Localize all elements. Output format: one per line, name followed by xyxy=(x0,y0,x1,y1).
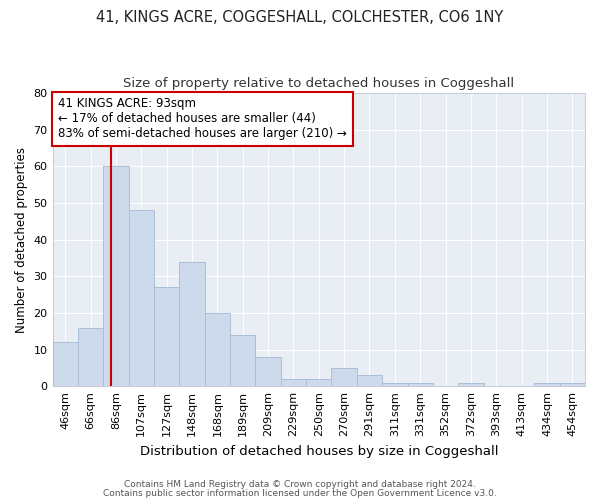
Title: Size of property relative to detached houses in Coggeshall: Size of property relative to detached ho… xyxy=(123,78,514,90)
Bar xyxy=(154,288,179,386)
Bar xyxy=(331,368,357,386)
Bar xyxy=(534,382,560,386)
X-axis label: Distribution of detached houses by size in Coggeshall: Distribution of detached houses by size … xyxy=(140,444,498,458)
Bar xyxy=(78,328,103,386)
Bar xyxy=(306,379,331,386)
Bar xyxy=(230,335,256,386)
Bar xyxy=(357,375,382,386)
Y-axis label: Number of detached properties: Number of detached properties xyxy=(15,146,28,332)
Bar xyxy=(256,357,281,386)
Bar xyxy=(458,382,484,386)
Bar xyxy=(103,166,128,386)
Text: Contains HM Land Registry data © Crown copyright and database right 2024.: Contains HM Land Registry data © Crown c… xyxy=(124,480,476,489)
Bar xyxy=(53,342,78,386)
Bar xyxy=(179,262,205,386)
Bar xyxy=(128,210,154,386)
Bar xyxy=(560,382,585,386)
Text: Contains public sector information licensed under the Open Government Licence v3: Contains public sector information licen… xyxy=(103,488,497,498)
Bar xyxy=(407,382,433,386)
Bar xyxy=(205,313,230,386)
Bar xyxy=(281,379,306,386)
Bar xyxy=(382,382,407,386)
Text: 41, KINGS ACRE, COGGESHALL, COLCHESTER, CO6 1NY: 41, KINGS ACRE, COGGESHALL, COLCHESTER, … xyxy=(97,10,503,25)
Text: 41 KINGS ACRE: 93sqm
← 17% of detached houses are smaller (44)
83% of semi-detac: 41 KINGS ACRE: 93sqm ← 17% of detached h… xyxy=(58,98,347,140)
